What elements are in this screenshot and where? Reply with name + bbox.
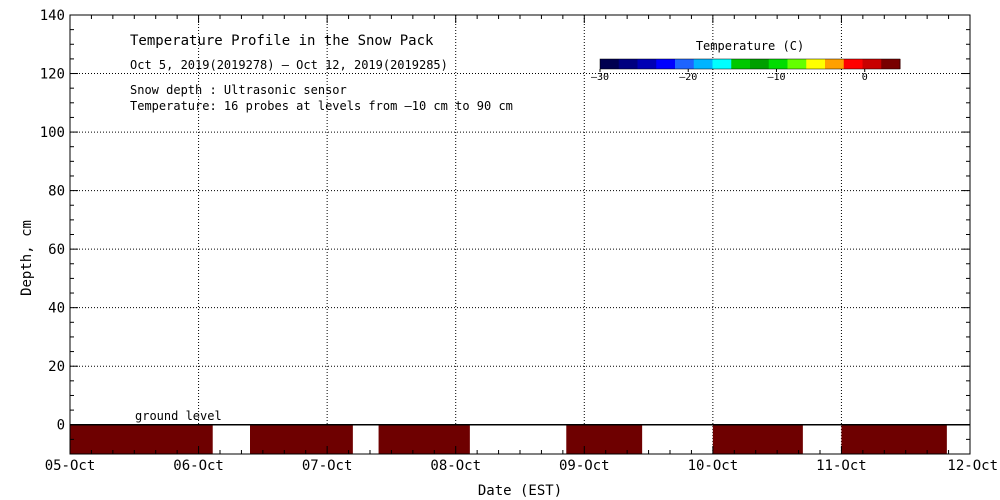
y-tick-label: 40 [48, 301, 65, 317]
colorbar-tick-label: –30 [591, 72, 609, 83]
colorbar-swatch [768, 59, 788, 69]
info-line-snow-depth: Snow depth : Ultrasonic sensor [130, 83, 347, 97]
ground-level-label: ground level [135, 409, 222, 423]
y-tick-label: 80 [48, 184, 65, 200]
x-tick-label: 09-Oct [559, 458, 610, 474]
colorbar: –30 –20 –10 0 [591, 58, 901, 83]
temperature-segment-5 [712, 424, 803, 454]
colorbar-swatch [862, 59, 882, 69]
temperature-segment-1 [70, 424, 213, 454]
y-tick-labels: 0 20 40 60 80 100 120 140 [40, 8, 65, 434]
temperature-segment-4 [566, 424, 643, 454]
colorbar-swatch [637, 59, 657, 69]
colorbar-swatch [600, 59, 620, 69]
colorbar-swatch [825, 59, 845, 69]
y-tick-label: 0 [57, 418, 65, 434]
axis-ticks [69, 14, 970, 455]
colorbar-tick-label: –10 [767, 72, 785, 83]
x-tick-label: 07-Oct [302, 458, 353, 474]
y-tick-label: 140 [40, 8, 65, 24]
plot-frame [69, 14, 971, 455]
colorbar-swatch [731, 59, 751, 69]
chart-title: Temperature Profile in the Snow Pack [130, 33, 434, 49]
colorbar-swatch [881, 59, 901, 69]
x-axis-title: Date (EST) [478, 483, 562, 499]
y-tick-label: 20 [48, 359, 65, 375]
colorbar-swatch [675, 59, 695, 69]
chart-subtitle: Oct 5, 2019(2019278) – Oct 12, 2019(2019… [130, 58, 448, 72]
colorbar-tick-label: –20 [679, 72, 697, 83]
colorbar-frame [599, 58, 901, 70]
colorbar-swatch [787, 59, 807, 69]
grid [70, 15, 970, 454]
x-tick-label: 11-Oct [816, 458, 867, 474]
temperature-segment-2 [250, 424, 353, 454]
y-tick-label: 100 [40, 125, 65, 141]
temperature-segment-3 [378, 424, 470, 454]
colorbar-swatch [712, 59, 732, 69]
colorbar-swatch [693, 59, 713, 69]
y-tick-label: 120 [40, 67, 65, 83]
colorbar-tick-label: 0 [862, 72, 868, 83]
x-tick-label: 08-Oct [430, 458, 481, 474]
colorbar-swatch [618, 59, 638, 69]
y-tick-label: 60 [48, 242, 65, 258]
temperature-segment-6 [841, 424, 947, 454]
x-tick-labels: 05-Oct 06-Oct 07-Oct 08-Oct 09-Oct 10-Oct 11-O… [45, 458, 998, 474]
x-tick-label: 12-Oct [947, 458, 998, 474]
y-axis-title: Depth, cm [19, 220, 35, 296]
x-tick-label: 10-Oct [688, 458, 739, 474]
colorbar-swatch [656, 59, 676, 69]
info-line-temperature: Temperature: 16 probes at levels from –1… [130, 99, 513, 113]
colorbar-swatch [806, 59, 826, 69]
x-tick-label: 05-Oct [45, 458, 96, 474]
x-tick-label: 06-Oct [173, 458, 224, 474]
temperature-data [70, 424, 947, 454]
colorbar-swatch [750, 59, 770, 69]
colorbar-swatch [843, 59, 863, 69]
colorbar-title: Temperature (C) [696, 39, 804, 53]
